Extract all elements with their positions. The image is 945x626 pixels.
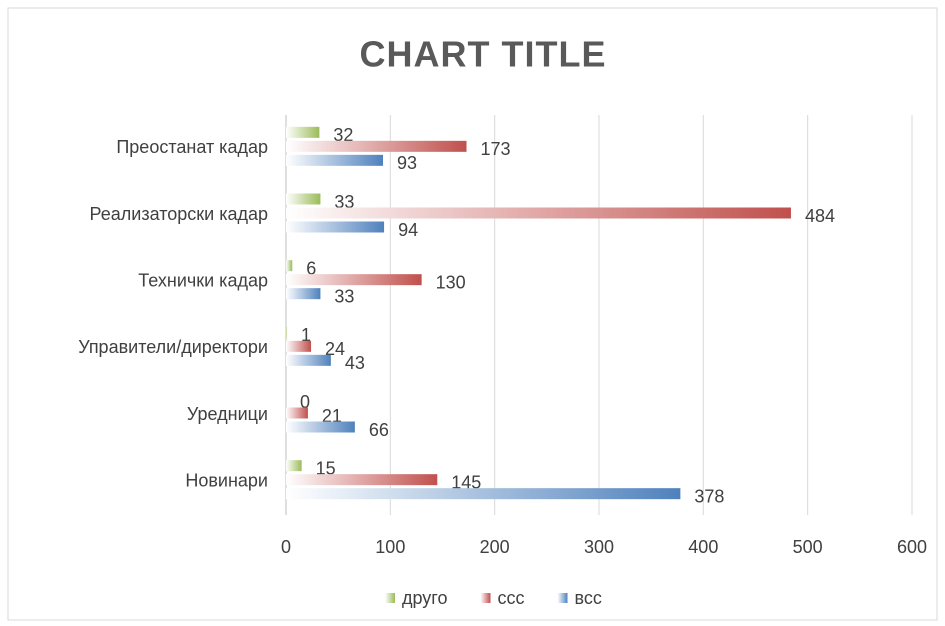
x-tick-label: 300 — [584, 537, 614, 557]
bar — [286, 326, 288, 338]
bar — [286, 193, 321, 205]
data-label: 94 — [398, 220, 418, 240]
legend-label: ссс — [498, 588, 525, 608]
x-tick-label: 500 — [793, 537, 823, 557]
bar — [286, 407, 308, 419]
legend-swatch — [557, 593, 568, 603]
data-label: 33 — [334, 192, 354, 212]
data-label: 33 — [334, 286, 354, 306]
bar — [286, 474, 438, 486]
x-tick-label: 0 — [281, 537, 291, 557]
data-label: 145 — [451, 472, 481, 492]
data-label: 1 — [301, 325, 311, 345]
data-label: 130 — [436, 272, 466, 292]
data-label: 0 — [300, 392, 310, 412]
data-label: 378 — [694, 486, 724, 506]
y-tick-label: Новинари — [185, 470, 268, 490]
x-tick-label: 100 — [375, 537, 405, 557]
legend-swatch — [480, 593, 491, 603]
bar — [286, 260, 293, 272]
chart-border — [7, 7, 938, 621]
legend-swatch — [385, 593, 395, 603]
data-label: 173 — [480, 139, 510, 159]
bar — [286, 421, 355, 433]
bar — [286, 288, 321, 300]
chart-title: CHART TITLE — [360, 34, 607, 75]
y-tick-label: Уредници — [187, 404, 268, 424]
data-label: 93 — [397, 153, 417, 173]
bar — [286, 340, 312, 352]
bar — [286, 460, 302, 472]
bar — [286, 207, 791, 219]
data-label: 66 — [369, 420, 389, 440]
x-tick-label: 200 — [480, 537, 510, 557]
bar — [286, 154, 384, 166]
y-tick-label: Преостанат кадар — [116, 137, 268, 157]
data-label: 24 — [325, 339, 345, 359]
data-label: 21 — [322, 406, 342, 426]
bar — [286, 354, 331, 366]
x-tick-label: 600 — [897, 537, 927, 557]
bar — [286, 488, 681, 500]
bar — [286, 221, 385, 233]
legend-label: друго — [402, 588, 448, 608]
legend-label: всс — [575, 588, 602, 608]
y-tick-label: Реализаторски кадар — [90, 204, 268, 224]
bar — [286, 140, 467, 152]
data-label: 32 — [333, 125, 353, 145]
bar — [286, 274, 422, 286]
bar — [286, 126, 320, 138]
data-label: 15 — [316, 458, 336, 478]
x-tick-label: 400 — [688, 537, 718, 557]
y-tick-label: Управители/директори — [78, 337, 268, 357]
y-tick-label: Технички кадар — [138, 270, 268, 290]
data-label: 484 — [805, 206, 835, 226]
data-label: 6 — [306, 258, 316, 278]
data-label: 43 — [345, 353, 365, 373]
